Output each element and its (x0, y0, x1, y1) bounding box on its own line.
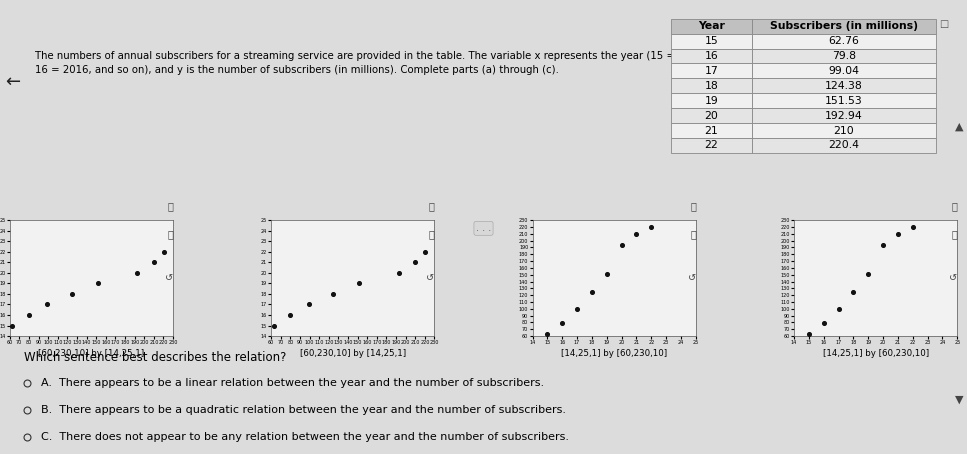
Point (801, 331, 816, 338)
Text: B.  There appears to be a quadratic relation between the year and the number of : B. There appears to be a quadratic relat… (41, 405, 566, 415)
Point (351, 280, 366, 287)
Point (266, 322, 281, 329)
Text: . . .: . . . (476, 223, 491, 233)
Text: ⌕: ⌕ (690, 229, 696, 239)
Text: 192.94: 192.94 (825, 111, 863, 121)
Point (599, 270, 614, 277)
Point (875, 242, 891, 249)
FancyBboxPatch shape (671, 19, 751, 34)
Point (407, 259, 423, 266)
Text: 22: 22 (704, 140, 718, 150)
Text: ⌕: ⌕ (167, 229, 173, 239)
FancyBboxPatch shape (751, 19, 936, 34)
Text: 20: 20 (704, 111, 718, 121)
Text: ↺: ↺ (426, 273, 434, 283)
Text: The numbers of annual subscribers for a streaming service are provided in the ta: The numbers of annual subscribers for a … (35, 51, 707, 75)
Point (418, 248, 433, 256)
Text: Year: Year (698, 21, 724, 31)
FancyBboxPatch shape (671, 138, 751, 153)
X-axis label: [60,230,10] by [14,25,1]: [60,230,10] by [14,25,1] (300, 350, 406, 359)
Point (21, 311, 37, 319)
Text: Subscribers (in millions): Subscribers (in millions) (770, 21, 918, 31)
Point (40, 301, 55, 308)
Text: ←: ← (5, 73, 20, 91)
FancyBboxPatch shape (751, 123, 936, 138)
Text: □: □ (939, 19, 949, 29)
Text: ↺: ↺ (688, 273, 696, 283)
X-axis label: [14,25,1] by [60,230,10]: [14,25,1] by [60,230,10] (823, 350, 928, 359)
FancyBboxPatch shape (751, 108, 936, 123)
Text: ⌕: ⌕ (690, 201, 696, 211)
FancyBboxPatch shape (751, 64, 936, 79)
FancyBboxPatch shape (671, 123, 751, 138)
Text: C.  There does not appear to be any relation between the year and the number of : C. There does not appear to be any relat… (41, 432, 569, 442)
Point (816, 319, 832, 326)
Point (905, 223, 921, 230)
Text: 210: 210 (834, 125, 855, 136)
Text: 18: 18 (704, 81, 718, 91)
Point (554, 319, 570, 326)
Point (156, 248, 171, 256)
Text: 99.04: 99.04 (829, 66, 860, 76)
Text: Which sentence best describes the relation?: Which sentence best describes the relati… (24, 351, 286, 364)
FancyBboxPatch shape (751, 93, 936, 108)
Text: 19: 19 (704, 96, 718, 106)
Text: ⌕: ⌕ (167, 201, 173, 211)
Text: 124.38: 124.38 (825, 81, 863, 91)
Point (629, 230, 644, 237)
X-axis label: [60,230,10] by [14,25,1]: [60,230,10] by [14,25,1] (39, 350, 144, 359)
Text: ⌕: ⌕ (428, 229, 434, 239)
Text: ⌕: ⌕ (952, 229, 957, 239)
Text: 17: 17 (704, 66, 718, 76)
Text: ⌕: ⌕ (952, 201, 957, 211)
Text: 16: 16 (704, 51, 718, 61)
Text: 62.76: 62.76 (829, 36, 860, 46)
Point (90, 280, 105, 287)
FancyBboxPatch shape (671, 34, 751, 49)
FancyBboxPatch shape (751, 34, 936, 49)
Text: 220.4: 220.4 (829, 140, 860, 150)
Point (831, 306, 846, 313)
FancyBboxPatch shape (751, 79, 936, 93)
FancyBboxPatch shape (671, 93, 751, 108)
Point (540, 331, 555, 338)
Point (891, 230, 906, 237)
FancyBboxPatch shape (671, 79, 751, 93)
Text: ▼: ▼ (955, 395, 964, 405)
Point (64, 290, 79, 297)
Point (584, 289, 600, 296)
Point (391, 269, 406, 276)
Point (570, 306, 585, 313)
Point (146, 259, 161, 266)
Point (5, 322, 20, 329)
Text: A.  There appears to be a linear relation between the year and the number of sub: A. There appears to be a linear relation… (41, 378, 544, 388)
FancyBboxPatch shape (671, 64, 751, 79)
Text: 79.8: 79.8 (832, 51, 856, 61)
Text: 15: 15 (704, 36, 718, 46)
FancyBboxPatch shape (671, 49, 751, 64)
Text: ↺: ↺ (950, 273, 957, 283)
FancyBboxPatch shape (751, 49, 936, 64)
Point (644, 223, 659, 230)
FancyBboxPatch shape (751, 138, 936, 153)
Point (130, 269, 145, 276)
Point (861, 270, 876, 277)
X-axis label: [14,25,1] by [60,230,10]: [14,25,1] by [60,230,10] (561, 350, 667, 359)
Text: ⌕: ⌕ (428, 201, 434, 211)
Point (845, 289, 861, 296)
Point (614, 242, 630, 249)
Point (301, 301, 316, 308)
FancyBboxPatch shape (671, 108, 751, 123)
Text: ▲: ▲ (955, 122, 964, 132)
Point (325, 290, 340, 297)
Text: 151.53: 151.53 (825, 96, 863, 106)
Point (282, 311, 298, 319)
Text: 21: 21 (704, 125, 718, 136)
Text: ↺: ↺ (165, 273, 173, 283)
